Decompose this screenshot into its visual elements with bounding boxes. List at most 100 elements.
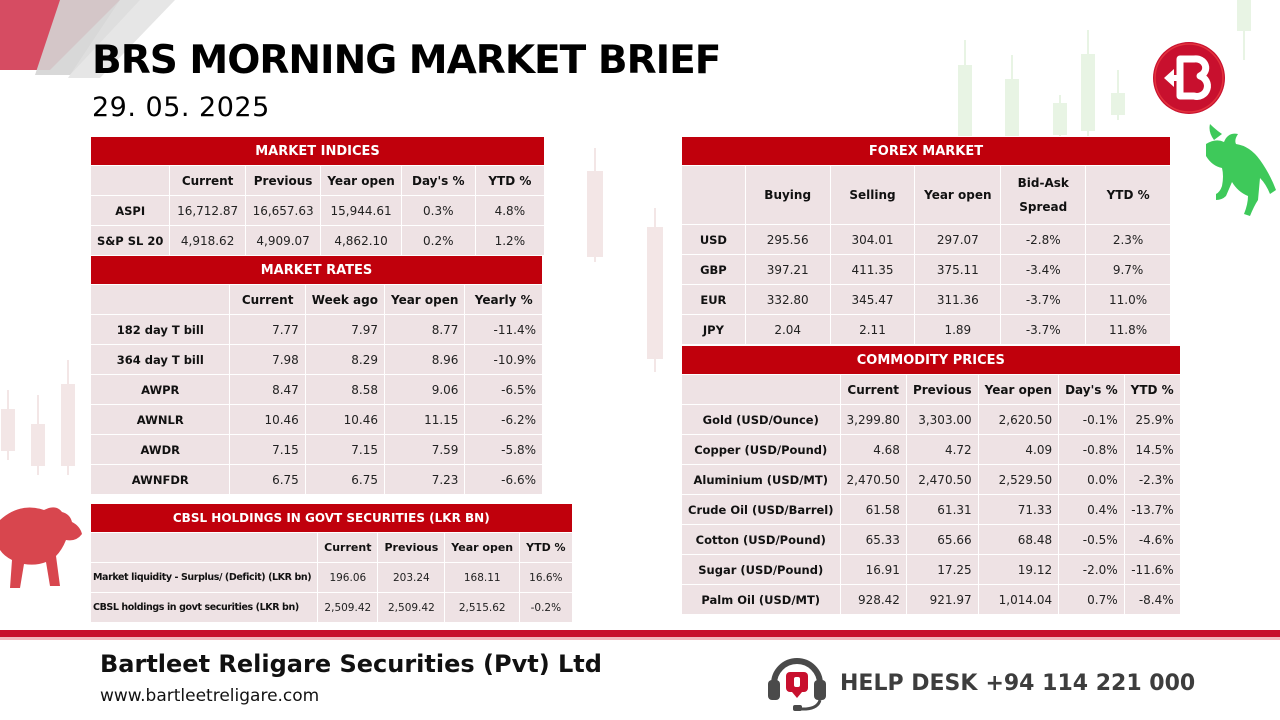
row-label: Gold (USD/Ounce) bbox=[681, 404, 841, 435]
table-row: Market liquidity - Surplus/ (Deficit) (L… bbox=[89, 562, 573, 593]
table-cell: 11.15 bbox=[383, 404, 466, 435]
table-header-cell: YTD % bbox=[519, 532, 573, 563]
table-cell: 7.97 bbox=[304, 314, 385, 345]
table-cell: 14.5% bbox=[1123, 434, 1181, 465]
table-header-cell: Day's % bbox=[400, 165, 476, 196]
table-header-cell: Year open bbox=[383, 284, 466, 315]
table-cell: 10.46 bbox=[304, 404, 385, 435]
table-cell: 16.91 bbox=[839, 554, 907, 585]
table-cell: 3,299.80 bbox=[839, 404, 907, 435]
table-header-cell: Yearly % bbox=[464, 284, 543, 315]
table-header-cell: Week ago bbox=[304, 284, 385, 315]
table-cell: -6.6% bbox=[464, 464, 543, 495]
table-cell: 1,014.04 bbox=[977, 584, 1060, 615]
row-label: 364 day T bill bbox=[89, 344, 231, 375]
table-cell: 8.96 bbox=[383, 344, 466, 375]
market-rates-caption: MARKET RATES bbox=[90, 255, 543, 285]
table-cell: -13.7% bbox=[1123, 494, 1181, 525]
row-label: Copper (USD/Pound) bbox=[681, 434, 841, 465]
row-label: AWDR bbox=[89, 434, 231, 465]
table-cell: 0.4% bbox=[1058, 494, 1125, 525]
table-header-cell: Year open bbox=[444, 532, 521, 563]
table-header-cell: Year open bbox=[320, 165, 402, 196]
table-cell: -3.7% bbox=[1000, 284, 1087, 315]
table-header-cell: YTD % bbox=[1123, 374, 1181, 405]
report-date: 29. 05. 2025 bbox=[92, 92, 270, 123]
helpdesk: HELP DESK +94 114 221 000 bbox=[840, 671, 1195, 696]
table-cell: 203.24 bbox=[377, 562, 446, 593]
commodity-prices-table: COMMODITY PRICES Current Previous Year o… bbox=[681, 345, 1181, 615]
table-cell: 4.09 bbox=[977, 434, 1060, 465]
headset-icon bbox=[768, 658, 826, 711]
table-cell: 7.15 bbox=[304, 434, 385, 465]
table-cell: -0.1% bbox=[1058, 404, 1125, 435]
table-header-cell: Current bbox=[839, 374, 907, 405]
table-cell: 3,303.00 bbox=[905, 404, 979, 435]
table-cell: 295.56 bbox=[744, 224, 831, 255]
row-label: USD bbox=[681, 224, 746, 255]
website-link[interactable]: www.bartleetreligare.com bbox=[100, 686, 320, 706]
table-header-cell: Previous bbox=[244, 165, 322, 196]
table-cell: 7.98 bbox=[229, 344, 306, 375]
table-cell: 921.97 bbox=[905, 584, 979, 615]
table-cell: 25.9% bbox=[1123, 404, 1181, 435]
table-row: AWDR 7.15 7.15 7.59 -5.8% bbox=[89, 434, 543, 465]
table-cell: 2.11 bbox=[829, 314, 916, 345]
table-cell: 71.33 bbox=[977, 494, 1060, 525]
table-cell: 345.47 bbox=[829, 284, 916, 315]
table-cell: 68.48 bbox=[977, 524, 1060, 555]
table-cell: 2,529.50 bbox=[977, 464, 1060, 495]
table-cell: 397.21 bbox=[744, 254, 831, 285]
table-cell: 1.2% bbox=[474, 225, 546, 256]
table-cell: 2.3% bbox=[1085, 224, 1171, 255]
table-cell: 16,657.63 bbox=[244, 195, 322, 226]
table-cell: -5.8% bbox=[464, 434, 543, 465]
table-cell: 168.11 bbox=[444, 562, 521, 593]
row-label: Sugar (USD/Pound) bbox=[681, 554, 841, 585]
table-cell: -2.0% bbox=[1058, 554, 1125, 585]
table-header-cell: Day's % bbox=[1058, 374, 1125, 405]
table-header-cell: YTD % bbox=[474, 165, 546, 196]
table-cell: 411.35 bbox=[829, 254, 916, 285]
table-cell: 7.59 bbox=[383, 434, 466, 465]
table-row: Crude Oil (USD/Barrel) 61.58 61.31 71.33… bbox=[681, 494, 1181, 525]
helpdesk-phone[interactable]: +94 114 221 000 bbox=[985, 671, 1196, 696]
table-header-cell: YTD % bbox=[1085, 165, 1171, 225]
table-cell: 4,918.62 bbox=[169, 225, 246, 256]
table-cell: 10.46 bbox=[229, 404, 306, 435]
table-cell: 4.8% bbox=[474, 195, 546, 226]
row-label: AWNLR bbox=[89, 404, 231, 435]
table-row: S&P SL 20 4,918.62 4,909.07 4,862.10 0.2… bbox=[89, 225, 546, 256]
table-cell: 0.0% bbox=[1058, 464, 1125, 495]
table-row: Copper (USD/Pound) 4.68 4.72 4.09 -0.8% … bbox=[681, 434, 1181, 465]
table-cell: 2,620.50 bbox=[977, 404, 1060, 435]
table-cell: 2,470.50 bbox=[839, 464, 907, 495]
row-label: Crude Oil (USD/Barrel) bbox=[681, 494, 841, 525]
cbsl-holdings-table: CBSL HOLDINGS IN GOVT SECURITIES (LKR BN… bbox=[89, 503, 573, 623]
table-header-cell: Current bbox=[169, 165, 246, 196]
table-header-cell bbox=[681, 374, 841, 405]
table-cell: 4.68 bbox=[839, 434, 907, 465]
table-cell: 15,944.61 bbox=[320, 195, 402, 226]
table-cell: 4,909.07 bbox=[244, 225, 322, 256]
table-header-cell: Year open bbox=[914, 165, 1002, 225]
table-cell: 61.31 bbox=[905, 494, 979, 525]
table-row: CBSL holdings in govt securities (LKR bn… bbox=[89, 592, 573, 623]
table-row: AWPR 8.47 8.58 9.06 -6.5% bbox=[89, 374, 543, 405]
table-row: GBP 397.21 411.35 375.11 -3.4% 9.7% bbox=[681, 254, 1171, 285]
commodity-prices-caption: COMMODITY PRICES bbox=[681, 345, 1181, 375]
table-header-cell bbox=[681, 165, 746, 225]
table-cell: 2,509.42 bbox=[377, 592, 446, 623]
table-row: Cotton (USD/Pound) 65.33 65.66 68.48 -0.… bbox=[681, 524, 1181, 555]
table-cell: 311.36 bbox=[914, 284, 1002, 315]
market-indices-caption: MARKET INDICES bbox=[90, 136, 545, 166]
table-header-cell bbox=[89, 532, 319, 563]
table-cell: 0.3% bbox=[400, 195, 476, 226]
table-cell: 2,509.42 bbox=[317, 592, 379, 623]
table-cell: -11.6% bbox=[1123, 554, 1181, 585]
table-cell: 19.12 bbox=[977, 554, 1060, 585]
table-cell: 7.23 bbox=[383, 464, 466, 495]
table-row: USD 295.56 304.01 297.07 -2.8% 2.3% bbox=[681, 224, 1171, 255]
table-row: Sugar (USD/Pound) 16.91 17.25 19.12 -2.0… bbox=[681, 554, 1181, 585]
table-cell: 2,515.62 bbox=[444, 592, 521, 623]
